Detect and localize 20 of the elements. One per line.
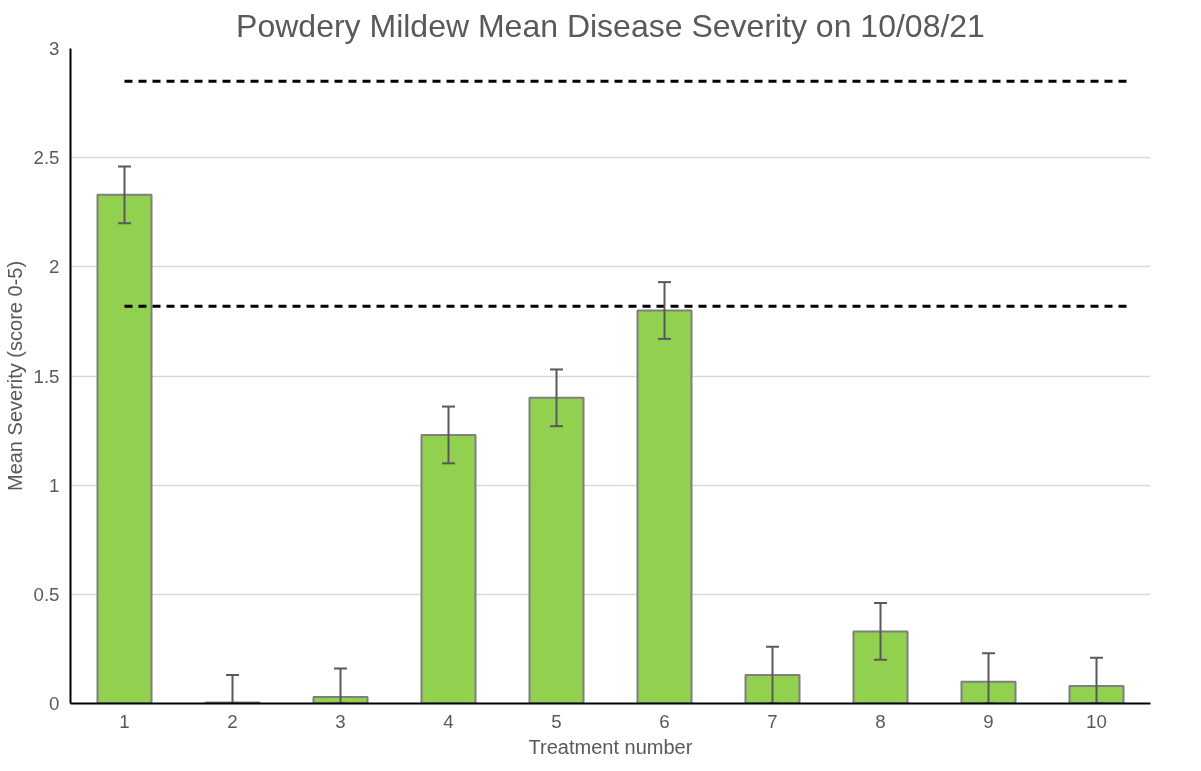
y-tick-label: 2 (49, 256, 60, 278)
x-tick-label: 9 (983, 710, 994, 732)
x-tick-label: 3 (335, 710, 346, 732)
x-tick-label: 1 (119, 710, 130, 732)
y-tick-label: 0.5 (33, 583, 60, 605)
y-tick-label: 0 (49, 693, 60, 714)
x-tick-label: 7 (767, 710, 778, 732)
y-axis-title: Mean Severity (score 0-5) (3, 260, 26, 492)
x-tick-label: 2 (227, 710, 238, 732)
x-axis-title: Treatment number (528, 735, 693, 758)
x-tick-label: 10 (1086, 710, 1107, 732)
x-tick-label: 4 (443, 710, 454, 732)
y-tick-label: 3 (49, 38, 60, 59)
y-tick-label: 1 (49, 474, 60, 496)
x-tick-label: 8 (875, 710, 886, 732)
x-tick-label: 6 (659, 710, 670, 732)
y-tick-label: 2.5 (33, 147, 60, 169)
y-tick-label: 1.5 (33, 365, 60, 387)
chart-title: Powdery Mildew Mean Disease Severity on 10/08/21 (236, 7, 985, 44)
x-tick-label: 5 (551, 710, 562, 732)
